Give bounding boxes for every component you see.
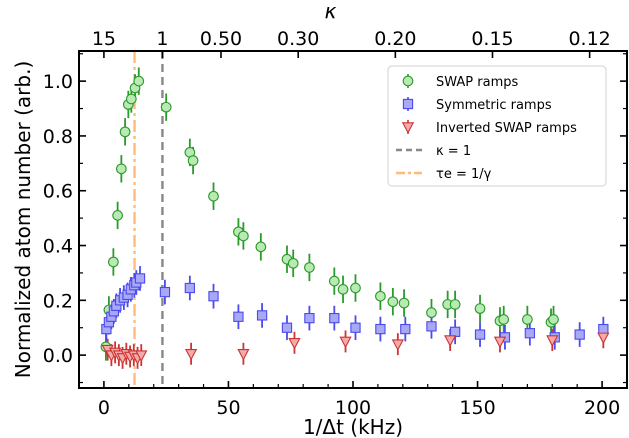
data-point-circle xyxy=(133,75,145,87)
legend-label: Symmetric ramps xyxy=(436,98,552,113)
data-point-triangle-down xyxy=(493,336,507,349)
data-point-square xyxy=(574,329,585,340)
legend-label: κ = 1 xyxy=(436,144,471,159)
data-point-square xyxy=(375,323,386,335)
data-point-square xyxy=(233,311,244,322)
x-tick-label: 150 xyxy=(459,397,495,419)
top-tick-label: 0.50 xyxy=(200,28,242,50)
top-tick-label: 0.20 xyxy=(374,28,416,50)
data-point-circle xyxy=(304,262,315,273)
y-tick-label: 0.6 xyxy=(43,181,73,203)
data-point-square xyxy=(350,322,361,333)
data-point-circle xyxy=(398,297,410,309)
top-tick-label: 1 xyxy=(156,28,168,50)
data-point-circle xyxy=(160,101,172,113)
y-tick-label: 0.8 xyxy=(43,126,73,148)
data-point-square xyxy=(159,286,171,298)
reference-lines xyxy=(133,51,164,388)
data-point-triangle-down xyxy=(288,338,301,350)
x-tick-label: 200 xyxy=(584,397,620,419)
data-point-circle xyxy=(119,126,131,138)
data-point-square xyxy=(474,329,486,340)
x-tick-label: 50 xyxy=(216,397,240,419)
data-point-square xyxy=(256,310,268,321)
top-tick-label: 15 xyxy=(92,28,116,50)
y-tick-label: 0.4 xyxy=(43,236,73,258)
data-point-square xyxy=(184,282,195,294)
data-point-square xyxy=(598,323,609,335)
data-point-square xyxy=(208,291,219,302)
x-tick-label: 0 xyxy=(98,397,110,419)
top-tick-label: 0.12 xyxy=(568,28,610,50)
data-point-circle xyxy=(548,314,559,325)
data-point-square xyxy=(426,321,437,332)
data-point-circle xyxy=(328,275,340,287)
top-tick-label: 0.30 xyxy=(277,28,319,50)
data-point-circle xyxy=(522,314,533,325)
x-tick-label: 100 xyxy=(335,397,371,419)
data-point-square xyxy=(400,323,411,335)
data-point-square xyxy=(449,326,461,337)
top-tick-label: 0.15 xyxy=(471,28,513,50)
data-point-square xyxy=(134,273,146,284)
data-point-triangle-down xyxy=(339,336,352,349)
data-point-circle xyxy=(125,93,137,105)
legend-label: Inverted SWAP ramps xyxy=(436,121,577,136)
x-axis-label: 1/Δt (kHz) xyxy=(303,415,403,438)
data-point-circle xyxy=(387,296,399,308)
data-point-circle xyxy=(498,314,510,325)
data-point-circle xyxy=(208,190,219,202)
axis-ticks: 0 50 100 150 200 0.0 0.2 0.4 0.6 0.8 1.0 15 1 0.50 0.3… xyxy=(43,28,627,419)
data-point-circle xyxy=(115,163,127,175)
legend-marker-square xyxy=(402,98,414,110)
data-point-circle xyxy=(474,303,486,314)
data-point-circle xyxy=(187,155,199,166)
data-point-circle xyxy=(426,307,437,319)
data-point-square xyxy=(304,312,315,324)
top-axis-label: κ xyxy=(325,0,337,23)
data-point-triangle-down xyxy=(546,335,559,347)
data-point-circle xyxy=(255,241,267,253)
data-point-square xyxy=(281,322,293,333)
data-markers xyxy=(100,75,610,365)
data-point-triangle-down xyxy=(444,335,457,347)
data-point-circle xyxy=(108,256,119,268)
data-point-triangle-down xyxy=(237,349,250,361)
y-tick-label: 0.2 xyxy=(43,290,73,312)
legend-label: τe = 1/γ xyxy=(436,167,492,182)
legend-box xyxy=(387,65,607,187)
y-tick-label: 0.0 xyxy=(43,345,73,367)
data-point-circle xyxy=(112,210,123,221)
data-point-triangle-down xyxy=(184,349,198,361)
legend: SWAP ramps Symmetric ramps Inverted SWAP r… xyxy=(387,65,607,187)
y-axis-label: Normalized atom number (arb.) xyxy=(11,61,35,379)
data-point-triangle-down xyxy=(391,339,404,351)
data-point-circle xyxy=(337,284,349,295)
legend-marker-circle xyxy=(402,75,414,87)
data-point-circle xyxy=(375,290,386,302)
data-point-square xyxy=(329,312,340,324)
data-point-square xyxy=(524,328,536,339)
legend-label: SWAP ramps xyxy=(436,75,518,90)
data-point-triangle-down xyxy=(135,350,148,362)
y-tick-label: 1.0 xyxy=(43,71,73,93)
data-point-circle xyxy=(449,299,461,310)
data-point-circle xyxy=(350,282,361,294)
data-point-triangle-down xyxy=(597,332,610,345)
data-point-circle xyxy=(238,230,249,242)
data-point-circle xyxy=(287,257,299,269)
legend-marker-triangle-down xyxy=(401,122,415,134)
